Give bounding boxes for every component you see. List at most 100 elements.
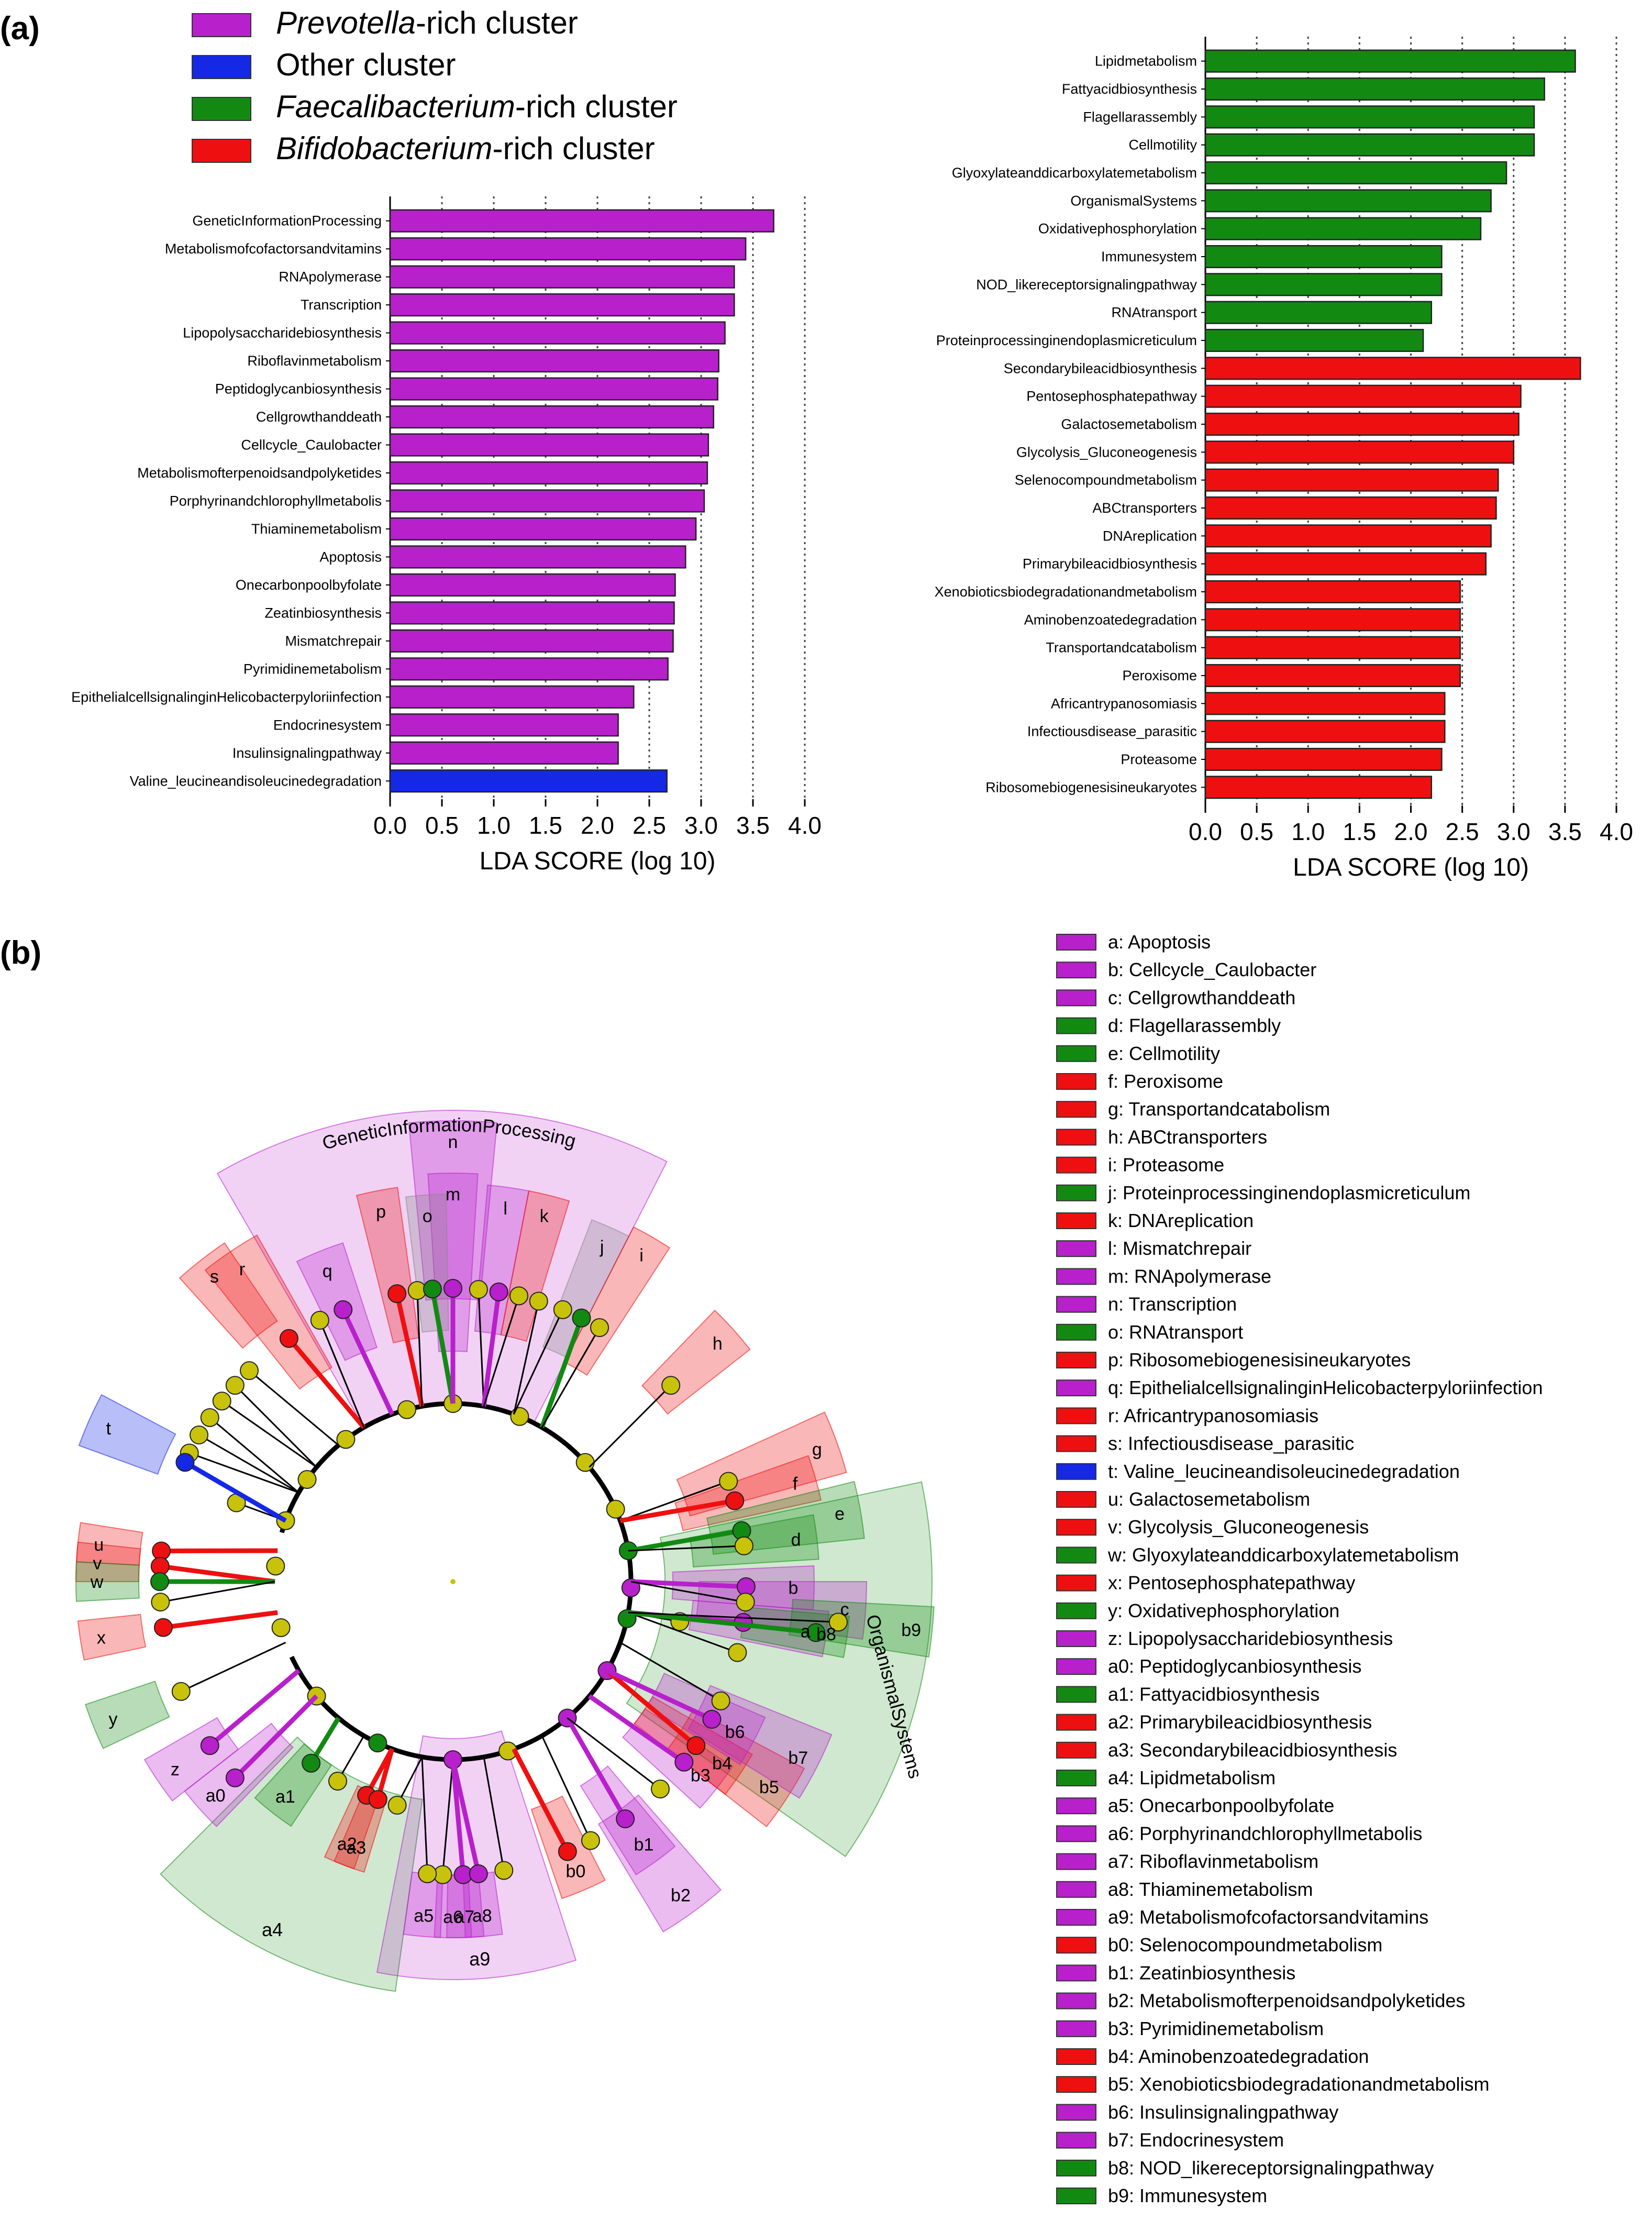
leaf-letter-a: a	[801, 1622, 811, 1642]
legend-swatch	[1056, 1184, 1096, 1201]
legend-entry: q: EpithelialcellsignalinginHelicobacter…	[1108, 1377, 1543, 1398]
leaf-letter-b7: b7	[788, 1748, 808, 1768]
leaf-node	[661, 1376, 681, 1395]
bar-label: Pyrimidinemetabolism	[243, 661, 382, 677]
leaf-letter-b8: b8	[816, 1625, 836, 1644]
legend-swatch	[1056, 1686, 1096, 1703]
leaf-node	[387, 1284, 407, 1304]
class-node	[368, 1733, 387, 1753]
legend-entry: a6: Porphyrinandchlorophyllmetabolis	[1108, 1823, 1422, 1844]
legend-swatch	[1056, 934, 1096, 951]
bar-label: Riboflavinmetabolism	[247, 353, 382, 369]
bar-label: Zeatinbiosynthesis	[264, 605, 382, 621]
bar	[389, 545, 686, 569]
legend-entry: b2: Metabolismofterpenoidsandpolyketides	[1108, 1990, 1465, 2012]
leaf-node	[334, 1300, 353, 1319]
legend-swatch	[1056, 1519, 1096, 1536]
bar-label: GeneticInformationProcessing	[192, 213, 382, 229]
bar	[389, 349, 719, 373]
legend-entry: f: Peroxisome	[1108, 1070, 1223, 1092]
leaf-node	[153, 1618, 173, 1637]
bar-label: Valine_leucineandisoleucinedegradation	[130, 773, 382, 789]
legend-entry: a4: Lipidmetabolism	[1108, 1767, 1276, 1788]
cladogram-branch	[628, 1610, 816, 1635]
class-node	[271, 1618, 291, 1637]
leaf-letter-a1: a1	[275, 1787, 295, 1807]
leaf-letter-j: j	[600, 1238, 604, 1257]
legend-swatch	[1056, 1853, 1096, 1870]
bar-label: Proteasome	[1121, 752, 1197, 767]
leaf-letter-c: c	[840, 1599, 849, 1619]
leaf-letter-v: v	[93, 1553, 102, 1573]
legend-entry: o: RNAtransport	[1108, 1321, 1243, 1343]
legend-entry: b3: Pyrimidinemetabolism	[1108, 2018, 1324, 2039]
cladogram-branch	[605, 1669, 698, 1748]
bar	[389, 769, 668, 793]
bar	[389, 629, 674, 653]
bar	[389, 237, 747, 261]
highlight-n	[408, 1120, 498, 1301]
leaf-letter-p: p	[376, 1202, 386, 1222]
legend-swatch	[1056, 1323, 1096, 1341]
bar-label: Pentosephosphatepathway	[1026, 389, 1197, 404]
leaf-node	[239, 1361, 259, 1380]
cladogram-branch	[287, 1337, 366, 1429]
sector-organismal-systems	[626, 1481, 933, 1858]
leaf-node	[509, 1286, 528, 1306]
highlight-b2	[597, 1794, 722, 1932]
cladogram-branch	[619, 1641, 722, 1702]
leaf-node	[310, 1311, 329, 1330]
leaf-node	[719, 1472, 738, 1491]
panel-b-label: (b)	[0, 935, 41, 971]
bar-label: Lipopolysaccharidebiosynthesis	[183, 325, 382, 341]
bar	[1204, 217, 1482, 240]
leaf-node	[529, 1291, 548, 1311]
cladogram-branch	[628, 1545, 744, 1552]
bar	[1204, 189, 1492, 213]
legend-swatch	[1056, 2048, 1096, 2065]
bar	[389, 377, 718, 401]
x-tick-label: 4.0	[788, 812, 822, 839]
leaf-node	[151, 1593, 170, 1612]
bar-label: DNAreplication	[1103, 528, 1197, 544]
cladogram-branch	[483, 1295, 520, 1407]
bar	[1204, 524, 1492, 548]
legend-swatch	[1056, 2076, 1096, 2093]
legend-swatch	[1056, 1212, 1096, 1229]
leaf-node	[225, 1376, 245, 1395]
cladogram-branch	[619, 1498, 736, 1523]
bar-label: NOD_likereceptorsignalingpathway	[976, 277, 1197, 292]
cladogram-branch	[441, 1759, 454, 1875]
legend-entry: a3: Secondarybileacidbiosynthesis	[1108, 1739, 1397, 1761]
legend-entry: p: Ribosomebiogenesisineukaryotes	[1108, 1349, 1411, 1371]
bar	[1204, 580, 1461, 604]
highlight-w	[75, 1561, 140, 1602]
legend-swatch	[1056, 1101, 1096, 1118]
leaf-node	[686, 1736, 706, 1755]
bar-label: RNApolymerase	[279, 269, 382, 285]
bar	[1204, 245, 1443, 269]
leaf-node	[328, 1772, 347, 1791]
bar-label: Metabolismofterpenoidsandpolyketides	[137, 465, 382, 481]
leaf-letter-b0: b0	[566, 1861, 586, 1881]
bar-label: Aminobenzoatedegradation	[1024, 612, 1197, 627]
x-tick-label: 3.5	[1548, 818, 1582, 845]
leaf-node	[558, 1842, 577, 1861]
cladogram-branch	[513, 1309, 564, 1415]
cladogram-branch	[450, 1759, 466, 1875]
bar	[1204, 692, 1446, 715]
x-tick-label: 2.5	[633, 812, 666, 839]
cladogram-branch	[209, 1417, 300, 1494]
cladogram-branch	[630, 1579, 747, 1589]
bar	[1204, 105, 1535, 129]
bar	[389, 293, 735, 317]
legend-swatch	[1056, 1268, 1096, 1285]
bar	[1204, 273, 1443, 296]
cladogram-branch	[233, 1694, 318, 1780]
cladogram-branch	[160, 1564, 275, 1584]
leaf-node	[444, 1279, 462, 1298]
leaf-node	[200, 1736, 219, 1755]
legend-entry: b0: Selenocompoundmetabolism	[1108, 1934, 1382, 1956]
leaf-letter-y: y	[108, 1709, 117, 1729]
bar	[1204, 636, 1461, 659]
